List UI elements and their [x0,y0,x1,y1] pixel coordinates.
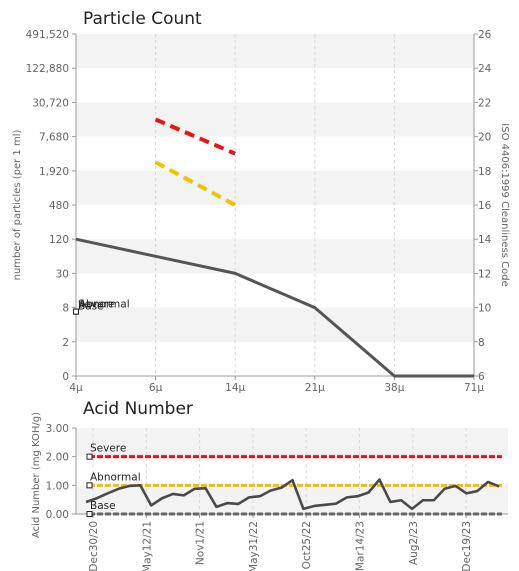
an-x-ticks: Dec30/20 May12/21 Nov1/21 May31/22 Oct25/22 M… [88,514,473,571]
pc-y2-tick-label: 6 [478,371,485,383]
an-threshold-label: Severe [90,443,126,455]
an-y-axis-label: Acid Number (mg KOH/g) [31,412,42,538]
pc-y2-tick-label: 22 [478,97,491,109]
an-x-tick-label: Mar14/23 [355,521,367,571]
an-series-line [85,478,500,511]
acid-number-title: Acid Number [83,399,193,419]
an-threshold-marker [86,453,93,460]
pc-band [76,239,474,274]
acid-number-chart: Acid Number 3.00 2.00 1.00 0.00 Dec30/20 May… [31,399,508,571]
an-threshold-marker [86,482,93,489]
an-y-tick-label: 0.00 [46,509,69,521]
pc-y-tick-label: 2 [62,337,69,349]
pc-y-ticks: 491,520 122,880 30,720 7,680 1,920 480 120 30 8 2… [26,29,76,383]
pc-band [76,102,474,137]
an-threshold-label: Base [90,500,116,512]
pc-annotation-label: Abnormal [79,299,130,311]
pc-y2-tick-label: 14 [478,234,492,246]
pc-y-tick-label: 1,920 [39,166,69,178]
pc-x-tick-label: 14μ [225,382,245,394]
an-threshold-marker [86,511,93,517]
pc-y-tick-label: 8 [62,303,69,315]
pc-y2-tick-label: 10 [478,303,491,315]
pc-y2-tick-label: 12 [478,268,491,280]
an-bands [76,428,508,514]
an-x-tick-label: Nov1/21 [195,521,207,565]
an-series [85,478,500,511]
pc-y-tick-label: 30,720 [32,97,69,109]
an-y-tick-label: 1.00 [46,480,69,492]
pc-x-tick-label: 38μ [384,382,404,394]
an-y-tick-label: 2.00 [46,452,69,464]
pc-y2-tick-label: 16 [478,200,492,212]
pc-bands [76,34,474,342]
pc-band [76,170,474,205]
pc-annotation-marker [73,308,79,315]
pc-y-tick-label: 120 [49,234,69,246]
pc-series [75,117,474,378]
pc-y-tick-label: 7,680 [39,132,69,144]
an-x-tick-label: Aug2/23 [408,521,420,565]
pc-y-tick-label: 30 [56,268,69,280]
pc-y-tick-label: 122,880 [26,63,69,75]
pc-y2-tick-label: 20 [478,132,491,144]
an-thresholds: Severe Abnormal Base [86,443,502,517]
pc-series-line-1 [154,117,236,156]
pc-x-tick-label: 21μ [305,382,325,394]
pc-x-tick-label: 71μ [464,382,484,394]
pc-band [76,34,474,69]
pc-y-tick-label: 480 [49,200,69,212]
pc-y-tick-label: 0 [62,371,69,383]
an-x-tick-label: May31/22 [248,521,260,571]
pc-x-tick-label: 6μ [149,382,163,394]
pc-y-tick-label: 491,520 [26,29,69,41]
pc-y2-tick-label: 18 [478,166,491,178]
pc-y2-ticks: 26 24 22 20 18 16 14 12 10 8 6 [474,29,492,383]
pc-x-tick-label: 4μ [69,382,83,394]
an-y-tick-label: 3.00 [46,423,69,435]
pc-x-ticks: 4μ 6μ 14μ 21μ 38μ 71μ [69,376,484,394]
pc-y2-tick-label: 8 [478,337,485,349]
pc-grid [155,34,395,376]
an-band [76,428,508,457]
an-y-ticks: 3.00 2.00 1.00 0.00 [46,423,76,521]
particle-count-title: Particle Count [83,9,202,29]
an-x-tick-label: Oct25/22 [301,521,313,569]
pc-annotation-label: Base [78,301,104,313]
an-x-tick-label: Dec30/20 [88,521,100,571]
pc-y-axis-label: number of particles (per 1 ml) [12,130,23,281]
an-x-tick-label: Dec19/23 [461,521,473,571]
pc-y2-tick-label: 24 [478,63,492,75]
pc-band [76,307,474,342]
an-x-tick-label: May12/21 [141,521,153,571]
pc-series-line-0 [75,237,474,378]
pc-annotation-label: Severe [78,299,114,311]
particle-count-chart: Particle Count 491,520 122,880 30,720 7,680… [12,9,510,394]
an-threshold-label: Abnormal [90,471,141,483]
pc-y2-axis-label: ISO 4406:1999 Cleanliness Code [499,123,510,286]
an-grid [92,428,467,514]
pc-y2-tick-label: 26 [478,29,492,41]
